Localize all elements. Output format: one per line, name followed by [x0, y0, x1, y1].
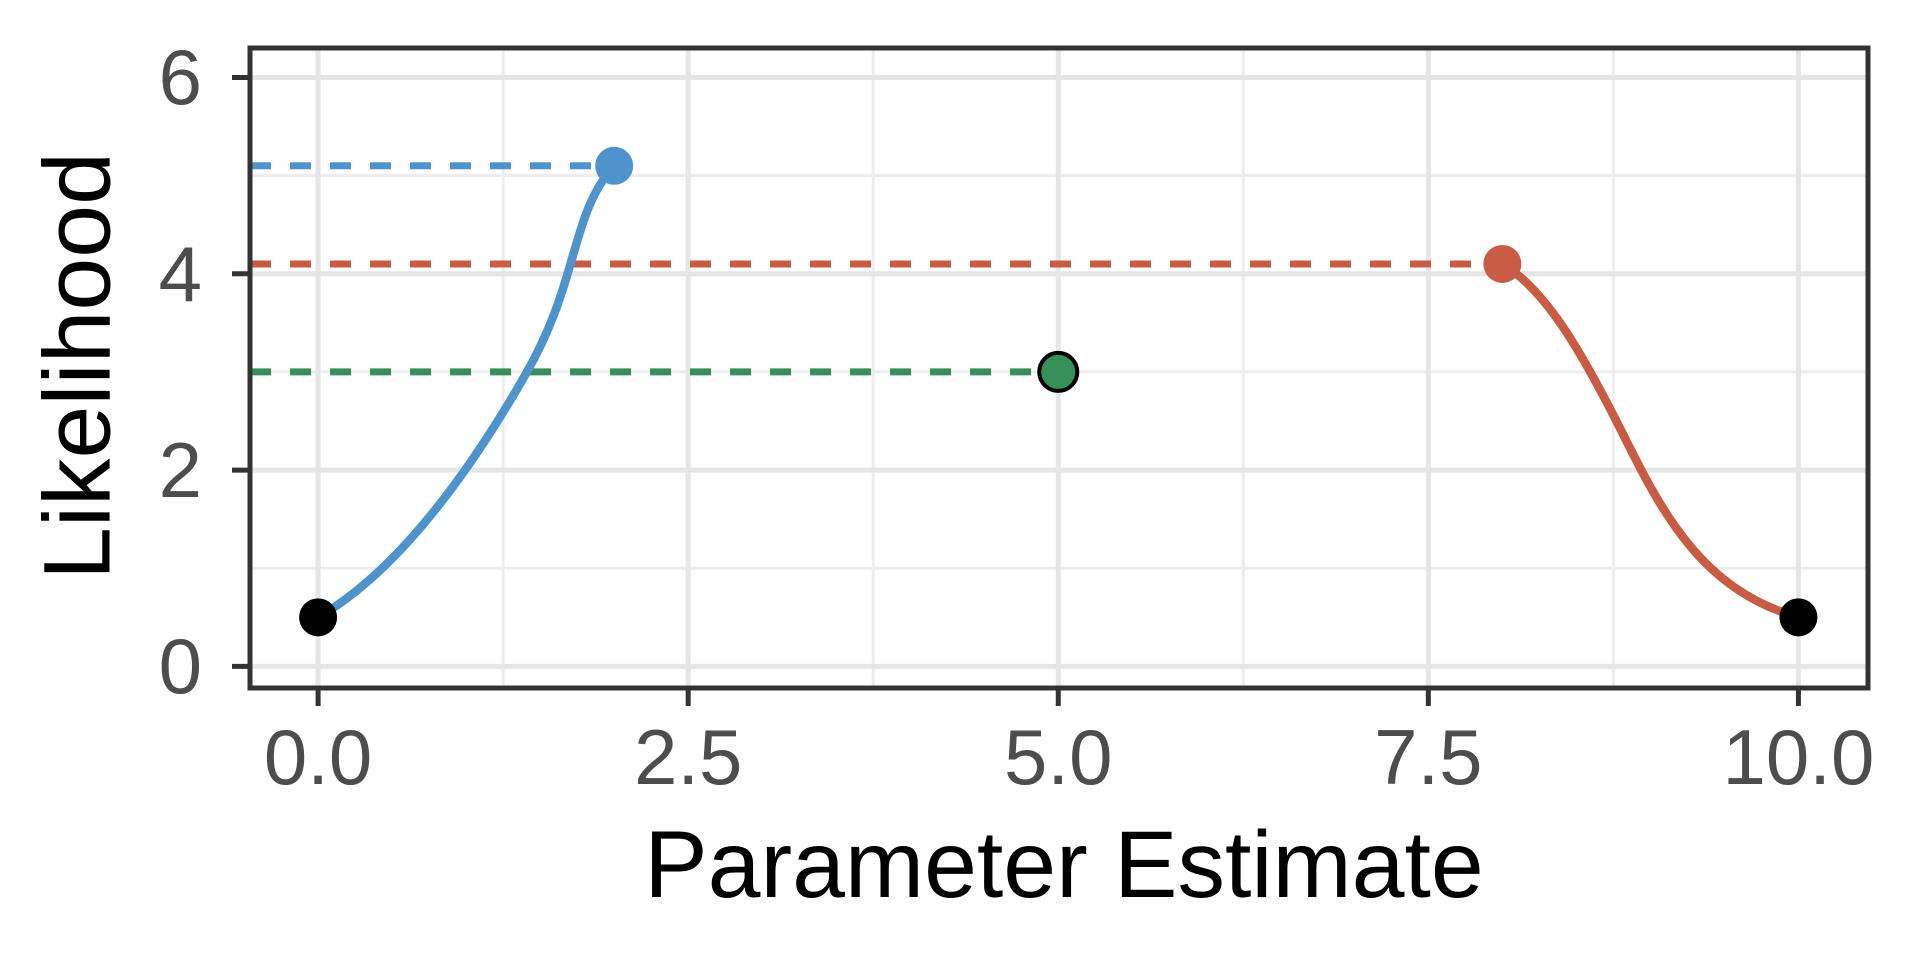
- rising-likelihood-curve: [313, 161, 619, 622]
- y-tick-label: 2: [158, 426, 202, 515]
- x-tick-label: 2.5: [633, 713, 743, 801]
- y-axis-title: Likelihood: [24, 152, 131, 580]
- data-point: [1483, 244, 1522, 283]
- y-tick-label: 4: [158, 229, 202, 318]
- data-point: [1037, 350, 1080, 393]
- falling-likelihood-curve: [1498, 259, 1803, 622]
- data-point: [595, 146, 634, 185]
- data-point: [1779, 598, 1818, 637]
- x-tick-label: 5.0: [1004, 713, 1113, 801]
- y-tick-label: 6: [158, 33, 202, 122]
- x-axis-title: Parameter Estimate: [644, 812, 1484, 918]
- data-point: [299, 598, 338, 637]
- x-tick-label: 7.5: [1374, 713, 1483, 801]
- y-tick-label: 0: [158, 622, 202, 711]
- x-tick-label: 10.0: [1722, 713, 1875, 801]
- x-tick-label: 0.0: [263, 713, 373, 801]
